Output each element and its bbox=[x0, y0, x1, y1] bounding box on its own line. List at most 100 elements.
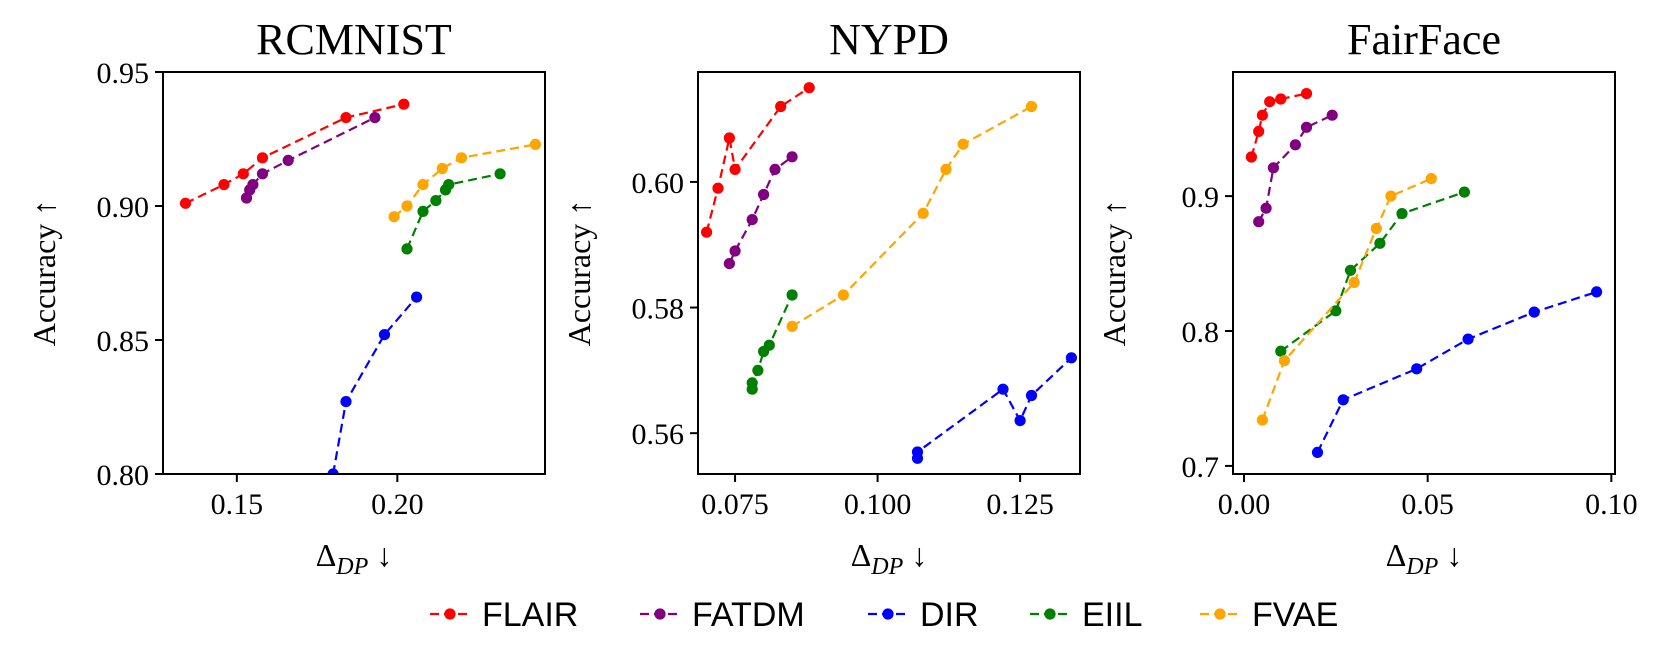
y-tick-label: 0.56 bbox=[632, 418, 685, 451]
data-point-eiil bbox=[417, 205, 429, 217]
y-tick-label: 0.58 bbox=[632, 293, 685, 326]
y-tick-label: 0.90 bbox=[97, 191, 150, 224]
data-point-dir bbox=[411, 291, 423, 303]
panel-fairface: 0.00 0.05 0.10 0.7 0.8 0.9 FairFace ΔDP ↓ Accura… bbox=[1096, 15, 1638, 580]
data-point-flair bbox=[340, 112, 352, 124]
y-tick-label: 0.60 bbox=[632, 167, 685, 200]
panel-title: RCMNIST bbox=[256, 15, 452, 64]
x-tick-label: 0.100 bbox=[844, 488, 912, 521]
data-point-eiil bbox=[1330, 305, 1342, 317]
legend-marker bbox=[1214, 608, 1226, 620]
legend-entry-fvae: FVAE bbox=[1200, 596, 1338, 634]
panel-title: FairFace bbox=[1347, 15, 1501, 64]
data-point-dir bbox=[911, 446, 924, 458]
data-point-flair bbox=[712, 182, 724, 194]
data-point-eiil bbox=[401, 243, 413, 255]
data-point-flair bbox=[179, 197, 192, 209]
panel-rcmnist: 0.15 0.20 0.80 0.85 0.90 0.95 RCMNIST ΔDP ↓ Accu… bbox=[26, 15, 546, 580]
data-point-eiil bbox=[786, 289, 798, 301]
data-point-fatdm bbox=[729, 245, 741, 257]
data-point-fatdm bbox=[369, 112, 381, 124]
data-point-fvae bbox=[786, 320, 798, 332]
data-point-fvae bbox=[1425, 173, 1437, 185]
data-point-fatdm bbox=[746, 214, 758, 226]
data-point-flair bbox=[1300, 88, 1313, 100]
data-point-eiil bbox=[494, 168, 506, 180]
data-point-fatdm bbox=[1289, 139, 1301, 151]
data-point-fatdm bbox=[1260, 202, 1272, 214]
data-point-fatdm bbox=[1267, 162, 1279, 174]
data-point-fvae bbox=[1256, 414, 1268, 426]
y-axis-label: Accuracy ↑ bbox=[561, 200, 597, 347]
data-point-dir bbox=[1025, 389, 1038, 402]
data-point-eiil bbox=[1396, 208, 1408, 220]
series-line-dir bbox=[916, 357, 1073, 459]
data-point-eiil bbox=[1374, 237, 1386, 249]
data-point-eiil bbox=[1344, 264, 1357, 276]
data-point-flair bbox=[803, 82, 815, 94]
x-tick-label: 0.00 bbox=[1218, 488, 1271, 521]
data-point-dir bbox=[997, 383, 1009, 395]
x-tick-label: 0.15 bbox=[211, 488, 264, 521]
data-point-fatdm bbox=[1253, 216, 1265, 228]
data-point-fvae bbox=[1025, 100, 1038, 113]
data-point-eiil bbox=[752, 364, 764, 376]
data-point-flair bbox=[1275, 93, 1287, 105]
series-line-eiil bbox=[1280, 191, 1465, 353]
data-point-flair bbox=[701, 226, 713, 238]
data-point-flair bbox=[398, 98, 410, 110]
data-point-flair bbox=[1245, 151, 1257, 163]
data-point-flair bbox=[1264, 96, 1276, 108]
legend-entry-dir: DIR bbox=[868, 596, 979, 634]
legend: FLAIR FATDM DIR EIIL FVAE bbox=[430, 596, 1338, 634]
data-point-fvae bbox=[529, 138, 542, 150]
legend-label: EIIL bbox=[1082, 596, 1142, 634]
legend-label: FATDM bbox=[692, 596, 805, 634]
x-tick-label: 0.10 bbox=[1585, 488, 1638, 521]
data-point-flair bbox=[775, 100, 787, 113]
data-point-fatdm bbox=[723, 258, 736, 270]
plot-frame bbox=[162, 71, 546, 475]
data-point-eiil bbox=[763, 339, 775, 351]
data-point-dir bbox=[340, 396, 352, 408]
panels: 0.15 0.20 0.80 0.85 0.90 0.95 RCMNIST ΔDP ↓ Accu… bbox=[26, 15, 1638, 580]
data-point-flair bbox=[729, 163, 741, 175]
data-point-dir bbox=[1528, 306, 1540, 318]
y-tick-label: 0.8 bbox=[1182, 316, 1220, 349]
series-line-eiil bbox=[405, 172, 501, 250]
series-line-fvae bbox=[393, 143, 536, 218]
panel-title: NYPD bbox=[829, 15, 949, 64]
series-line-fvae bbox=[1261, 177, 1432, 421]
series-line-dir bbox=[332, 296, 418, 474]
plot-frame bbox=[697, 71, 1081, 475]
data-point-fvae bbox=[455, 152, 468, 164]
data-point-flair bbox=[237, 168, 249, 180]
data-point-eiil bbox=[1275, 345, 1287, 357]
series-group bbox=[701, 82, 1077, 464]
plot-frame bbox=[1232, 71, 1616, 475]
x-axis-label: ΔDP ↓ bbox=[1386, 537, 1463, 580]
y-axis-label: Accuracy ↑ bbox=[26, 200, 62, 347]
data-point-flair bbox=[218, 179, 230, 191]
data-point-fvae bbox=[1370, 222, 1382, 235]
legend-marker bbox=[444, 608, 456, 620]
data-point-flair bbox=[723, 132, 736, 144]
data-point-fvae bbox=[417, 179, 429, 191]
x-axis-label: ΔDP ↓ bbox=[316, 537, 393, 580]
data-point-fvae bbox=[957, 138, 969, 150]
data-point-flair bbox=[1253, 125, 1265, 137]
data-point-fvae bbox=[436, 162, 448, 175]
series-line-flair bbox=[185, 103, 405, 205]
legend-marker bbox=[654, 608, 666, 620]
data-point-fvae bbox=[837, 289, 850, 301]
data-point-fvae bbox=[1385, 190, 1397, 202]
data-point-fvae bbox=[1348, 276, 1360, 288]
data-point-dir bbox=[327, 468, 339, 474]
data-point-dir bbox=[1014, 415, 1026, 427]
x-tick-label: 0.05 bbox=[1401, 488, 1454, 521]
series-group bbox=[179, 98, 542, 474]
data-point-fatdm bbox=[247, 179, 259, 191]
legend-label: DIR bbox=[920, 596, 979, 634]
data-point-dir bbox=[1311, 446, 1324, 458]
x-tick-label: 0.125 bbox=[986, 488, 1054, 521]
